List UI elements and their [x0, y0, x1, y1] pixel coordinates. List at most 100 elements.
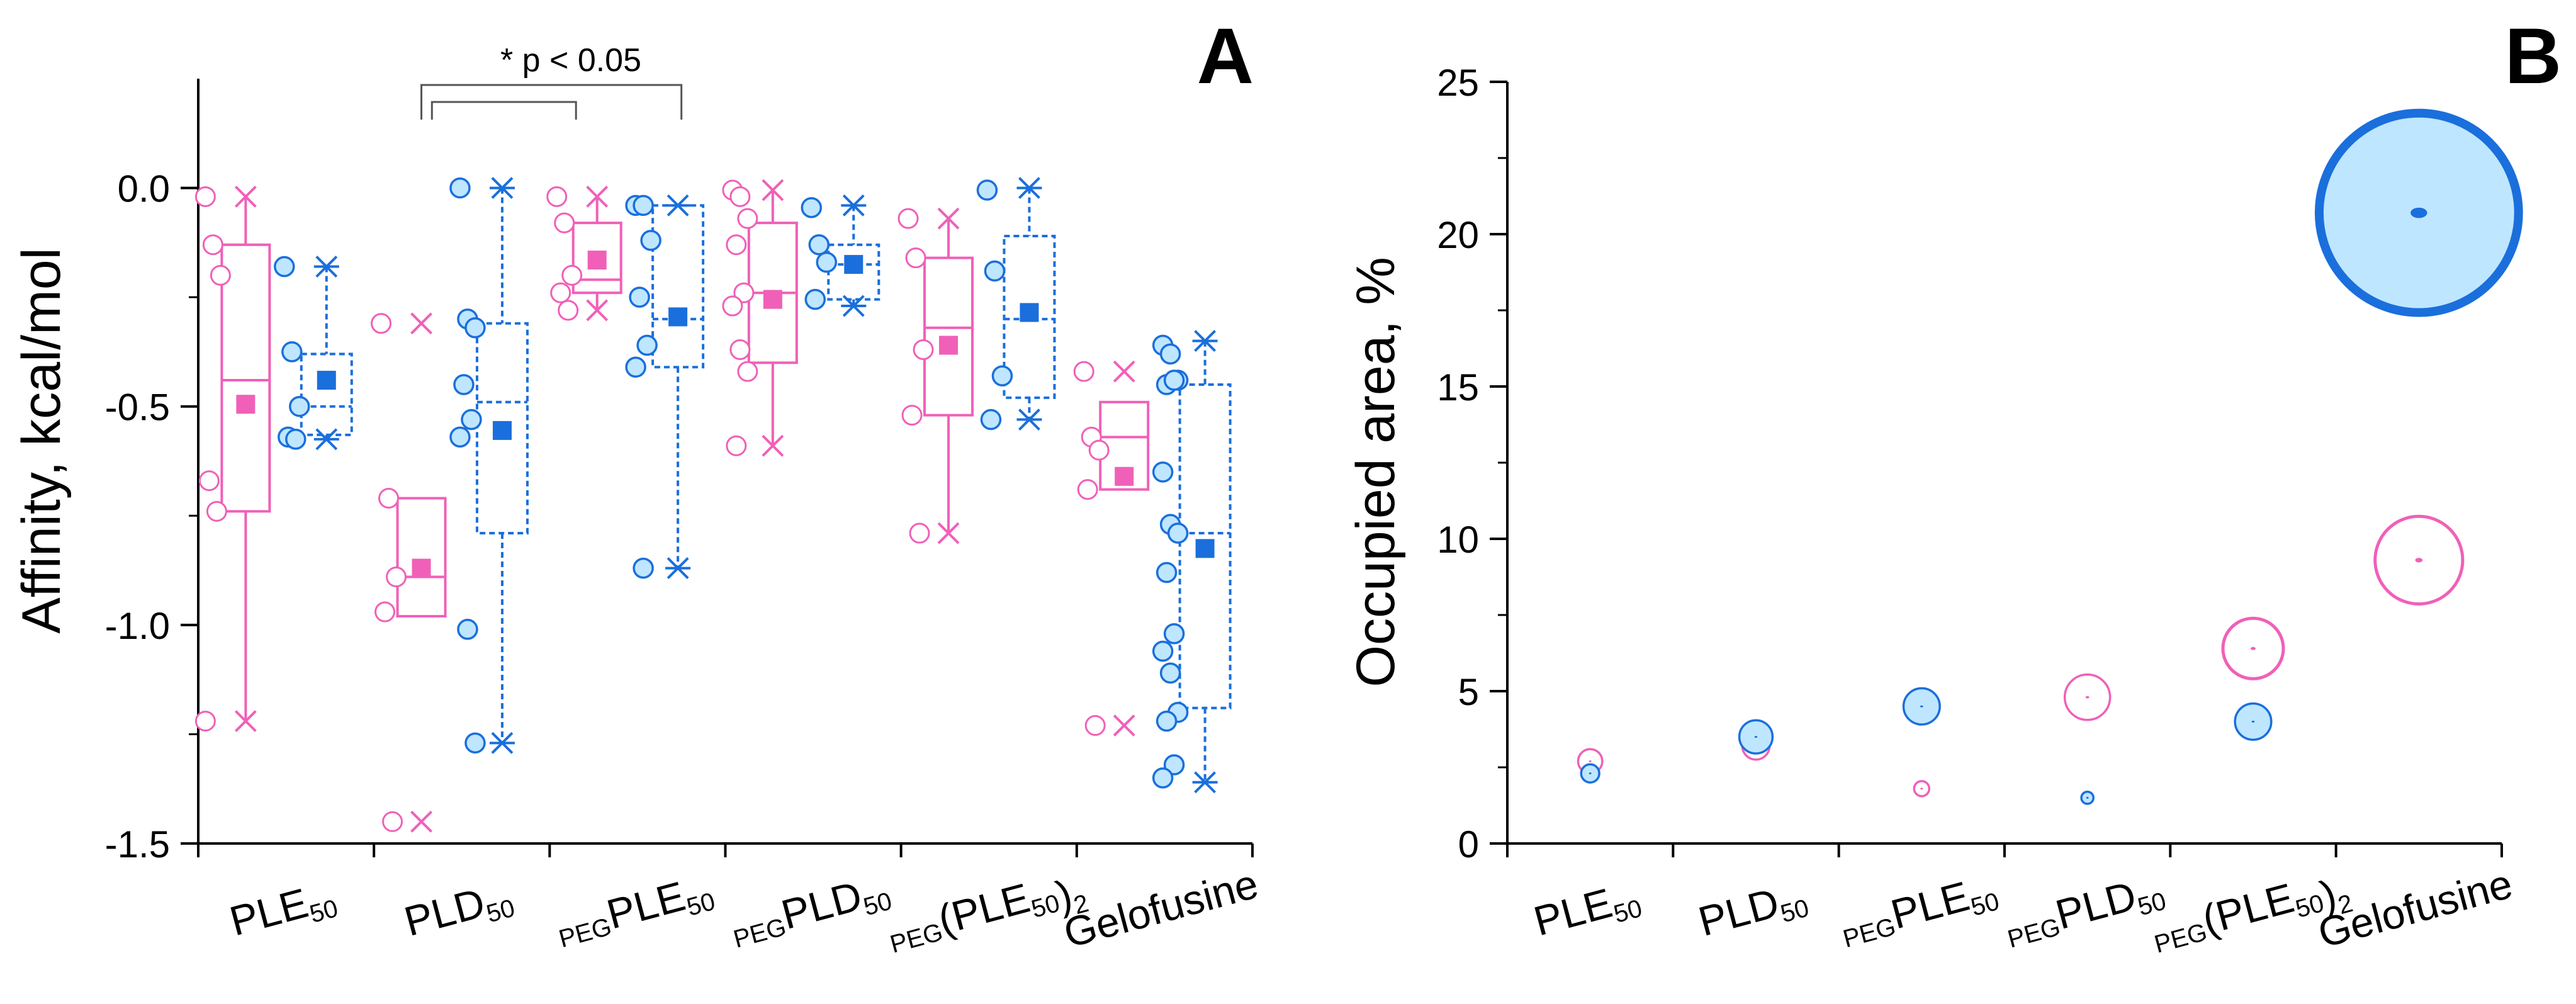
data-point: [1088, 439, 1110, 461]
data-point: [984, 260, 1006, 282]
label-prefix: PEG: [731, 913, 789, 953]
box-pink-4: [897, 207, 974, 544]
label-prefix: PEG: [2151, 918, 2210, 958]
data-point: [1156, 561, 1178, 584]
category-label: PEGPLE50: [551, 865, 718, 956]
label-prefix: PEG: [2005, 913, 2063, 953]
bubble-center: [2086, 796, 2089, 799]
label-base: (PLE: [933, 874, 1035, 943]
data-point: [449, 177, 471, 199]
y-tick-label: 5: [1458, 671, 1479, 713]
bubble-center: [1920, 787, 1923, 790]
bubble-center: [2085, 696, 2089, 699]
data-point: [633, 557, 654, 579]
data-point: [1077, 479, 1098, 500]
box-blue-4: [976, 177, 1056, 431]
label-base: (PLE: [2198, 874, 2299, 943]
data-point: [1152, 767, 1174, 789]
data-point: [1152, 640, 1174, 662]
data-point: [558, 300, 579, 321]
y-tick-label: 15: [1437, 366, 1479, 409]
panel-b-label: B: [2505, 13, 2562, 100]
max-marker: [410, 312, 432, 335]
label-base: PLD: [1694, 879, 1784, 945]
data-point: [729, 186, 751, 207]
panel-a-label: A: [1197, 13, 1254, 100]
y-tick-label: 0.0: [118, 168, 170, 210]
bubble-center: [2251, 720, 2255, 723]
data-point: [1163, 369, 1185, 391]
y-tick-label: -1.0: [105, 605, 170, 647]
data-point: [206, 500, 227, 522]
bubble-blue-5: [2314, 108, 2523, 317]
box-iqr: [300, 353, 353, 436]
box-iqr: [220, 243, 271, 513]
mean-marker: [412, 558, 431, 578]
box-iqr: [571, 222, 622, 295]
box-pink-2: [546, 186, 622, 322]
box-blue-3: [801, 194, 880, 317]
category-label: PEGPLE50: [1835, 865, 2002, 956]
mean-marker: [317, 371, 336, 390]
mean-marker: [1195, 539, 1215, 558]
y-tick-label: 10: [1437, 519, 1479, 561]
panel-a-ylabel: Affinity, kcal/mol: [11, 247, 72, 633]
bracket-inner: [430, 101, 577, 120]
category-label: Gelofusine: [2313, 860, 2517, 956]
category-label: PLE50: [225, 872, 340, 949]
mean-marker: [1020, 303, 1039, 322]
y-tick-label: 0: [1458, 823, 1479, 866]
max-marker: [586, 186, 609, 208]
data-point: [382, 811, 403, 832]
data-point: [1152, 461, 1174, 483]
panel-a-category-labels: PLE50 PLD50PEGPLE50PEGPLD50PEG(PLE50)2Gel…: [225, 860, 1263, 959]
data-point: [449, 426, 471, 448]
bubble-center: [1754, 736, 1758, 738]
data-point: [976, 179, 998, 201]
bubble-blue-3: [2080, 791, 2095, 805]
panel-a: A Affinity, kcal/mol 0.0 -0.5 -1.0 -1.5 * p…: [11, 13, 1263, 959]
bubble-center: [2410, 207, 2427, 218]
bubble-blue-1: [1738, 719, 1774, 755]
min-marker: [586, 299, 609, 322]
y-tick-label: 25: [1437, 62, 1479, 104]
data-point: [194, 186, 216, 207]
mean-marker: [763, 290, 782, 309]
data-point: [640, 230, 661, 251]
data-point: [457, 619, 478, 640]
category-label: PEGPLD50: [1999, 865, 2169, 956]
data-point: [737, 208, 758, 229]
data-point: [808, 234, 830, 256]
data-point: [210, 264, 231, 286]
label-base: PLE: [602, 872, 690, 938]
box-iqr: [1003, 234, 1056, 399]
data-point: [461, 409, 482, 431]
box-plots: [194, 177, 1232, 833]
label-base: PLD: [2050, 872, 2140, 938]
min-marker: [762, 434, 784, 457]
data-point: [274, 256, 295, 278]
data-point: [991, 365, 1013, 386]
data-point: [464, 732, 486, 754]
bracket-outer: [420, 84, 683, 120]
bubble-pink-2: [1913, 780, 1931, 798]
data-point: [546, 186, 568, 207]
panel-b-ylabel: Occupied area, %: [1346, 257, 1406, 687]
bubble-center: [1589, 772, 1592, 775]
min-marker: [234, 710, 257, 733]
bubble-blue-0: [1580, 763, 1600, 784]
data-point: [371, 313, 392, 334]
box-pink-3: [722, 179, 798, 457]
data-point: [1167, 522, 1189, 544]
box-iqr: [923, 256, 974, 417]
data-point: [905, 247, 926, 269]
category-label: PLD50: [400, 872, 518, 949]
data-point: [464, 317, 486, 339]
min-marker: [410, 810, 432, 833]
data-point: [625, 356, 646, 378]
data-point: [729, 339, 751, 360]
data-point: [901, 405, 923, 426]
significance-annotation: * p < 0.05: [420, 42, 683, 120]
mean-marker: [1115, 466, 1134, 486]
